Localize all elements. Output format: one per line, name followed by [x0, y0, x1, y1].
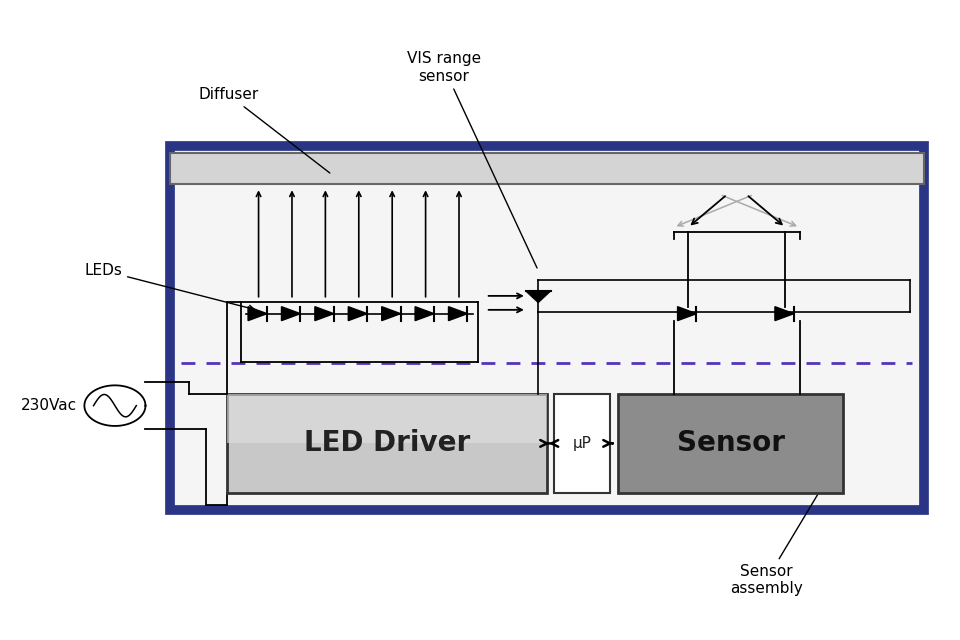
Text: VIS range
sensor: VIS range sensor — [407, 51, 537, 268]
Text: Diffuser: Diffuser — [199, 87, 330, 173]
Polygon shape — [248, 307, 267, 321]
Polygon shape — [678, 307, 696, 321]
Polygon shape — [415, 307, 434, 321]
Polygon shape — [775, 307, 794, 321]
Bar — [170, 145, 924, 510]
Bar — [618, 394, 843, 493]
Text: LED Driver: LED Driver — [303, 429, 470, 458]
Polygon shape — [281, 307, 300, 321]
Text: μP: μP — [573, 436, 591, 451]
Bar — [228, 394, 547, 444]
Bar — [228, 394, 547, 493]
Text: Sensor
assembly: Sensor assembly — [730, 479, 827, 596]
Polygon shape — [526, 291, 551, 303]
Polygon shape — [348, 307, 367, 321]
Text: LEDs: LEDs — [84, 263, 254, 310]
Text: 230Vac: 230Vac — [20, 398, 77, 413]
Polygon shape — [448, 307, 468, 321]
Bar — [170, 153, 924, 184]
Polygon shape — [315, 307, 334, 321]
Text: Sensor: Sensor — [677, 429, 784, 458]
Polygon shape — [382, 307, 400, 321]
Bar — [555, 394, 610, 493]
